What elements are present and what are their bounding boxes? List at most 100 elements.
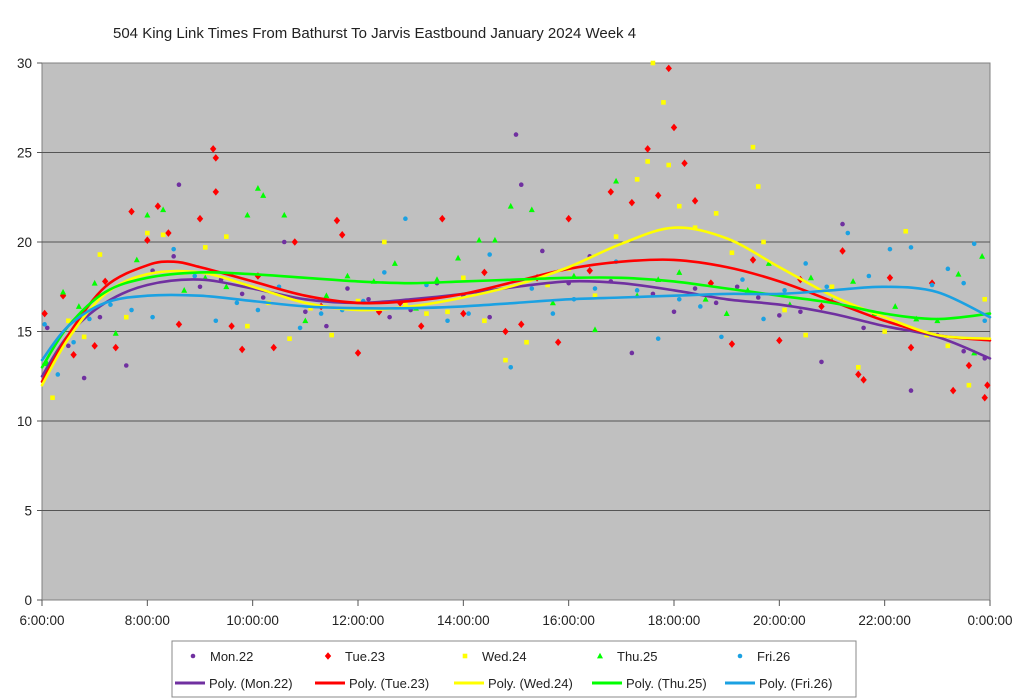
x-tick-label: 10:00:00 xyxy=(226,613,279,628)
y-tick-label: 30 xyxy=(17,56,32,71)
point-thu-25 xyxy=(260,192,267,198)
point-wed-24 xyxy=(761,239,766,245)
point-mon-22 xyxy=(260,295,266,300)
point-wed-24 xyxy=(329,332,334,338)
gridlines xyxy=(42,152,990,511)
point-fri-26 xyxy=(908,245,914,250)
point-fri-26 xyxy=(929,282,935,288)
y-tick-label: 20 xyxy=(17,235,32,250)
point-fri-26 xyxy=(508,365,514,370)
point-thu-25 xyxy=(254,185,261,191)
trendline-wed-24 xyxy=(40,226,992,387)
legend: Mon.22 Poly. (Mon.22) Tue.23 Poly. (Tue.23)… xyxy=(171,640,857,698)
point-fri-26 xyxy=(108,302,113,307)
point-thu-25 xyxy=(765,260,772,266)
point-thu-25 xyxy=(528,206,535,213)
point-fri-26 xyxy=(676,296,682,302)
point-tue-23 xyxy=(965,361,973,370)
point-thu-25 xyxy=(507,202,514,209)
legend-label: Wed.24 xyxy=(482,649,527,664)
point-tue-23 xyxy=(212,188,219,196)
point-thu-25 xyxy=(281,211,288,218)
point-tue-23 xyxy=(128,207,135,216)
point-mon-22 xyxy=(387,314,392,320)
point-mon-22 xyxy=(487,314,492,320)
data-points xyxy=(41,60,991,402)
point-mon-22 xyxy=(66,343,71,349)
point-thu-25 xyxy=(934,317,941,324)
point-fri-26 xyxy=(803,261,808,266)
point-thu-25 xyxy=(850,278,857,284)
y-tick-label: 25 xyxy=(17,146,32,161)
point-mon-22 xyxy=(650,291,656,297)
y-tick-label: 0 xyxy=(24,593,32,608)
point-tue-23 xyxy=(670,123,678,132)
point-fri-26 xyxy=(655,336,661,341)
point-tue-23 xyxy=(749,256,757,264)
point-thu-25 xyxy=(613,177,620,184)
point-wed-24 xyxy=(97,252,103,257)
point-fri-26 xyxy=(297,325,303,331)
point-mon-22 xyxy=(176,182,182,188)
point-thu-25 xyxy=(223,283,230,290)
point-mon-22 xyxy=(798,309,803,315)
point-wed-24 xyxy=(424,311,429,316)
point-tue-23 xyxy=(565,214,572,223)
point-tue-23 xyxy=(839,247,846,255)
point-wed-24 xyxy=(803,332,808,338)
point-wed-24 xyxy=(645,159,650,164)
point-fri-26 xyxy=(466,311,471,316)
point-thu-25 xyxy=(75,303,82,309)
x-tick-label: 0:00:00 xyxy=(967,613,1012,628)
legend-label: Thu.25 xyxy=(617,649,657,664)
point-mon-22 xyxy=(908,388,914,393)
point-wed-24 xyxy=(245,323,250,329)
point-tue-23 xyxy=(728,340,736,348)
point-fri-26 xyxy=(213,318,219,324)
point-mon-22 xyxy=(671,309,677,315)
point-tue-23 xyxy=(907,343,915,352)
point-thu-25 xyxy=(476,236,483,243)
legend-label: Fri.26 xyxy=(757,649,790,664)
point-mon-22 xyxy=(281,239,287,245)
point-wed-24 xyxy=(592,293,598,298)
point-fri-26 xyxy=(71,339,76,345)
point-wed-24 xyxy=(503,357,508,363)
point-fri-26 xyxy=(42,322,47,327)
point-tue-23 xyxy=(460,309,467,318)
point-tue-23 xyxy=(655,191,662,200)
point-fri-26 xyxy=(129,307,134,313)
point-tue-23 xyxy=(91,342,98,350)
point-tue-23 xyxy=(776,336,783,345)
x-axis: 6:00:00 8:00:00 10:00:00 12:00:00 14:00:00 16… xyxy=(19,600,1013,628)
point-tue-23 xyxy=(607,188,614,196)
point-wed-24 xyxy=(729,250,735,256)
point-tue-23 xyxy=(586,266,593,275)
point-fri-26 xyxy=(782,288,787,293)
legend-label: Mon.22 xyxy=(210,649,253,664)
legend-marker xyxy=(190,653,196,659)
point-wed-24 xyxy=(782,307,787,313)
point-wed-24 xyxy=(445,309,450,315)
point-mon-22 xyxy=(324,323,329,329)
trendline-tue-23 xyxy=(40,258,992,383)
point-wed-24 xyxy=(545,282,550,288)
legend-marker xyxy=(462,653,468,659)
point-tue-23 xyxy=(554,338,562,347)
point-fri-26 xyxy=(961,280,966,286)
y-tick-label: 10 xyxy=(17,414,32,429)
y-axis: 0 5 10 15 20 25 30 xyxy=(17,56,42,608)
point-mon-22 xyxy=(97,314,103,320)
point-wed-24 xyxy=(50,395,55,401)
point-fri-26 xyxy=(945,266,951,272)
y-tick-label: 15 xyxy=(17,325,32,340)
point-mon-22 xyxy=(513,132,519,137)
point-fri-26 xyxy=(634,288,640,293)
point-fri-26 xyxy=(698,304,703,309)
legend-label: Tue.23 xyxy=(345,649,385,664)
legend-trend-label: Poly. (Mon.22) xyxy=(209,676,293,691)
point-wed-24 xyxy=(81,334,87,340)
point-thu-25 xyxy=(144,211,151,218)
point-wed-24 xyxy=(382,239,387,245)
